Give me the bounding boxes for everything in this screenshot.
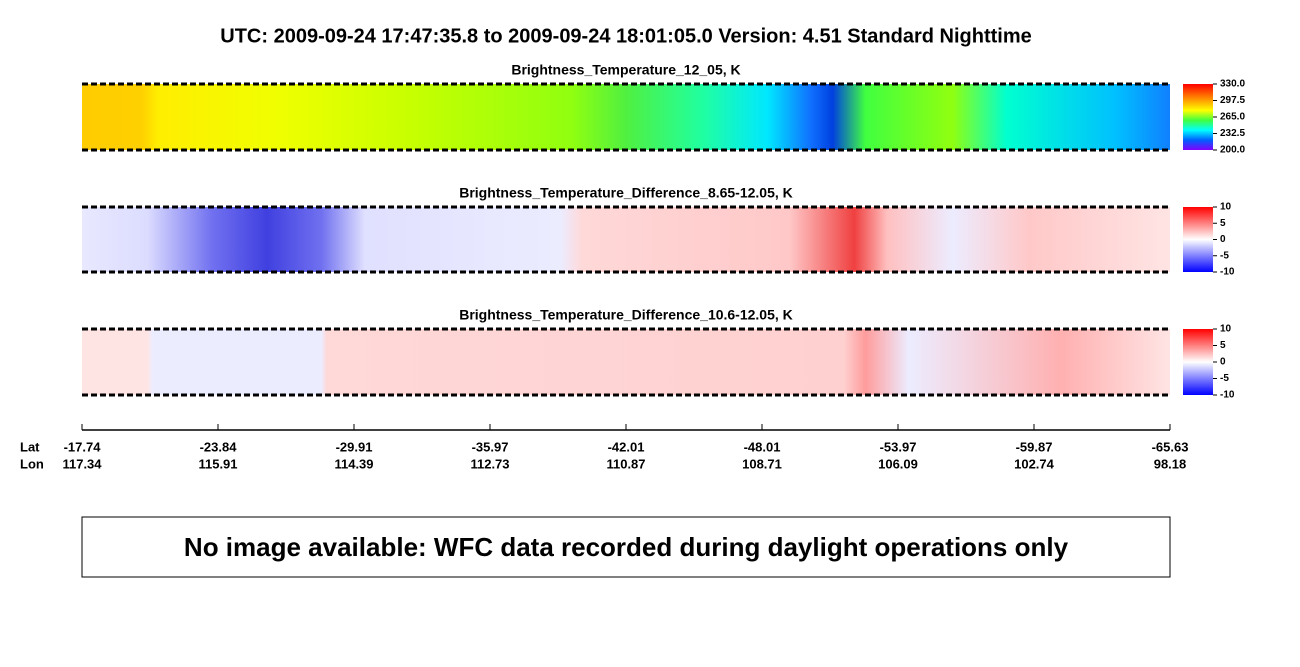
panel-title: Brightness_Temperature_12_05, K [511, 62, 740, 78]
lon-tick-label: 98.18 [1154, 456, 1187, 471]
lat-tick-label: -53.97 [880, 439, 917, 454]
lat-tick-label: -29.91 [336, 439, 373, 454]
lon-tick-label: 112.73 [470, 456, 509, 471]
message: No image available: WFC data recorded du… [184, 532, 1069, 562]
lon-tick-label: 108.71 [742, 456, 782, 471]
colorbar-tick-label: 10 [1220, 202, 1232, 213]
page-title: UTC: 2009-09-24 17:47:35.8 to 2009-09-24… [220, 25, 1031, 47]
panels [82, 84, 1213, 395]
panel-title: Brightness_Temperature_Difference_10.6-1… [459, 307, 793, 323]
panel-title: Brightness_Temperature_Difference_8.65-1… [459, 185, 793, 201]
colorbar-tick-label: -5 [1220, 373, 1229, 384]
lat-tick-label: -17.74 [64, 439, 102, 454]
colorbar [1183, 207, 1213, 272]
lat-label: Lat [20, 439, 40, 454]
lon-tick-label: 114.39 [334, 456, 373, 471]
lon-tick-label: 102.74 [1014, 456, 1055, 471]
strip-image [82, 207, 1170, 272]
lon-tick-label: 115.91 [198, 456, 237, 471]
lat-tick-label: -23.84 [200, 439, 238, 454]
colorbar-tick-label: 200.0 [1220, 145, 1245, 156]
colorbar-tick-label: 0 [1220, 357, 1226, 368]
colorbar-tick-label: -10 [1220, 390, 1235, 401]
lat-tick-label: -65.63 [1152, 439, 1189, 454]
lon-tick-label: 110.87 [606, 456, 645, 471]
colorbar-tick-label: 10 [1220, 324, 1232, 335]
lon-tick-label: 106.09 [878, 456, 918, 471]
lon-label: Lon [20, 456, 44, 471]
colorbar-tick-label: 265.0 [1220, 112, 1245, 123]
lon-tick-label: 117.34 [62, 456, 102, 471]
lat-tick-label: -59.87 [1016, 439, 1053, 454]
colorbar-tick-label: -5 [1220, 250, 1229, 261]
colorbar-tick-label: 0 [1220, 234, 1226, 245]
lat-tick-label: -35.97 [472, 439, 509, 454]
strip-image [82, 329, 1170, 395]
colorbar-tick-label: 5 [1220, 340, 1226, 351]
lat-tick-label: -42.01 [608, 439, 645, 454]
colorbar-tick-label: 330.0 [1220, 79, 1245, 90]
lat-tick-label: -48.01 [744, 439, 781, 454]
colorbar [1183, 329, 1213, 395]
colorbar-tick-label: -10 [1220, 267, 1235, 278]
strip-image [82, 84, 1170, 150]
colorbar-tick-label: 232.5 [1220, 128, 1245, 139]
colorbar [1183, 84, 1213, 150]
message-box [81, 516, 1171, 578]
colorbar-tick-label: 5 [1220, 218, 1226, 229]
colorbar-tick-label: 297.5 [1220, 95, 1245, 106]
